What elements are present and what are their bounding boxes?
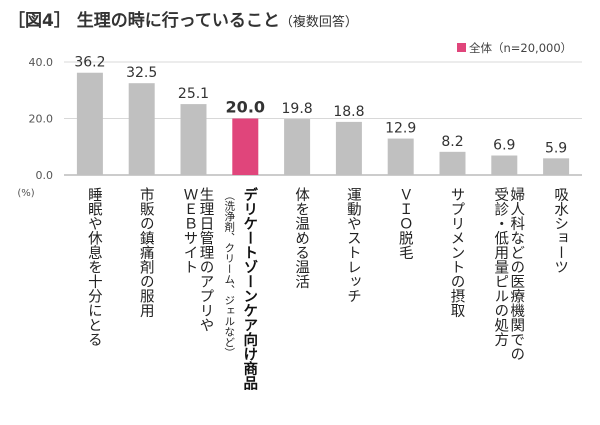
value-label-8: 6.9 <box>493 138 515 154</box>
category-label-7: サプリメントの摂取 <box>448 187 465 318</box>
bar-1 <box>128 83 155 175</box>
y-tick-label-1: 20.0 <box>29 113 54 126</box>
chart-title-note: （複数回答） <box>279 15 358 30</box>
value-label-3: 20.0 <box>226 98 265 117</box>
category-label-3: デリケートゾーンケア向け商品 <box>241 187 258 390</box>
y-tick-label-0: 0.0 <box>36 169 54 182</box>
value-label-6: 12.9 <box>385 121 416 137</box>
category-label-4: 体を温める温活 <box>293 187 310 289</box>
category-label-1: 市販の鎮痛剤の服用 <box>137 187 154 318</box>
category-label-2-line-0: 生理日管理のアプリや <box>197 187 214 332</box>
legend-swatch <box>457 43 466 52</box>
y-tick-label-2: 40.0 <box>29 56 54 69</box>
category-label-8-line-1: 受診・低用量ピルの処方 <box>492 187 509 347</box>
legend-label: 全体（n=20,000） <box>469 41 572 55</box>
value-label-9: 5.9 <box>545 140 567 156</box>
y-axis-label: (%) <box>17 188 34 199</box>
value-label-7: 8.2 <box>441 134 463 150</box>
category-label-5: 運動やストレッチ <box>344 187 361 303</box>
bar-9 <box>543 158 570 175</box>
chart-title-main: ［図4］ 生理の時に行っていること <box>8 11 280 31</box>
category-label-6: ＶＩＯ脱毛 <box>396 187 413 260</box>
bar-4 <box>284 119 311 175</box>
bar-3 <box>232 118 259 175</box>
bar-2 <box>180 104 207 175</box>
category-label-9: 吸水ショーツ <box>552 187 569 274</box>
chart-title: ［図4］ 生理の時に行っていること（複数回答） <box>8 6 358 31</box>
bar-8 <box>491 155 518 175</box>
category-label-0: 睡眠や休息を十分にとる <box>85 187 102 347</box>
value-label-1: 32.5 <box>126 65 157 81</box>
category-note-3: （洗浄剤、クリーム、ジェルなど） <box>223 190 236 358</box>
bar-0 <box>76 72 103 175</box>
bar-7 <box>439 151 466 175</box>
value-label-2: 25.1 <box>178 86 209 102</box>
bar-6 <box>387 138 414 175</box>
value-label-0: 36.2 <box>74 55 105 71</box>
bar-5 <box>335 121 362 175</box>
value-label-5: 18.8 <box>333 104 364 120</box>
category-label-8-line-0: 婦人科などの医療機関での <box>508 187 525 361</box>
category-label-2-line-1: ＷＥＢサイト <box>181 187 198 274</box>
value-label-4: 19.8 <box>282 101 313 117</box>
